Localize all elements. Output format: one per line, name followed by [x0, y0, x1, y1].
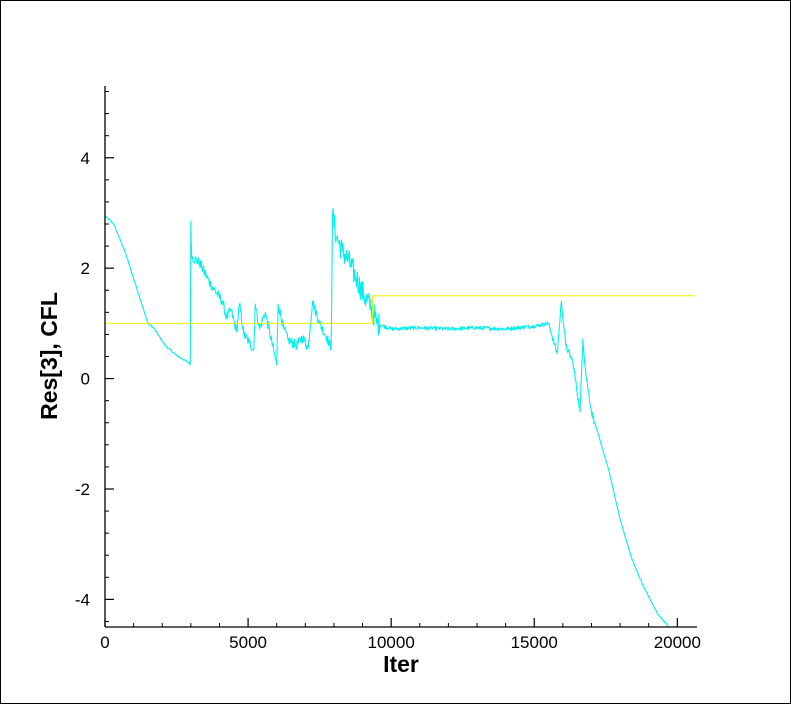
series-line-1 [105, 207, 670, 627]
series-layer [105, 207, 695, 627]
y-tick-label: -4 [75, 590, 90, 609]
series-line-2 [105, 295, 695, 324]
y-axis-title: Res[3], CFL [36, 292, 62, 420]
x-tick-label: 20000 [654, 633, 701, 652]
y-tick-label: 0 [81, 370, 90, 389]
x-axis-title: Iter [383, 651, 419, 677]
labels-layer: 0 5000 10000 15000 20000 -4 -2 0 2 4 [75, 149, 701, 652]
y-tick-label: 4 [81, 149, 90, 168]
axes-layer [104, 86, 697, 628]
y-tick-label: 2 [81, 259, 90, 278]
x-tick-label: 0 [100, 633, 109, 652]
y-tick-label: -2 [75, 480, 90, 499]
x-tick-label: 15000 [511, 633, 558, 652]
x-tick-label: 5000 [229, 633, 267, 652]
x-tick-label: 10000 [368, 633, 415, 652]
